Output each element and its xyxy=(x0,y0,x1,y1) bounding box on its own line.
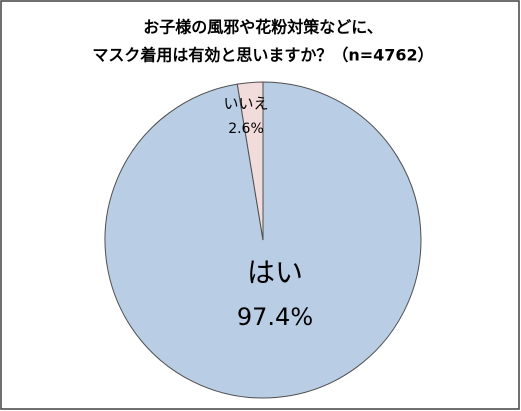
value-label: 2.6% xyxy=(228,121,264,137)
chart-title: マスク着用は有効と思いますか？（n=4762） xyxy=(92,46,433,65)
chart-title: お子様の風邪や花粉対策などに、 xyxy=(143,18,383,37)
slice-label: はい xyxy=(247,256,303,289)
value-label: 97.4% xyxy=(237,303,313,331)
slice-label: いいえ xyxy=(223,95,268,113)
pie-slice xyxy=(236,81,264,241)
